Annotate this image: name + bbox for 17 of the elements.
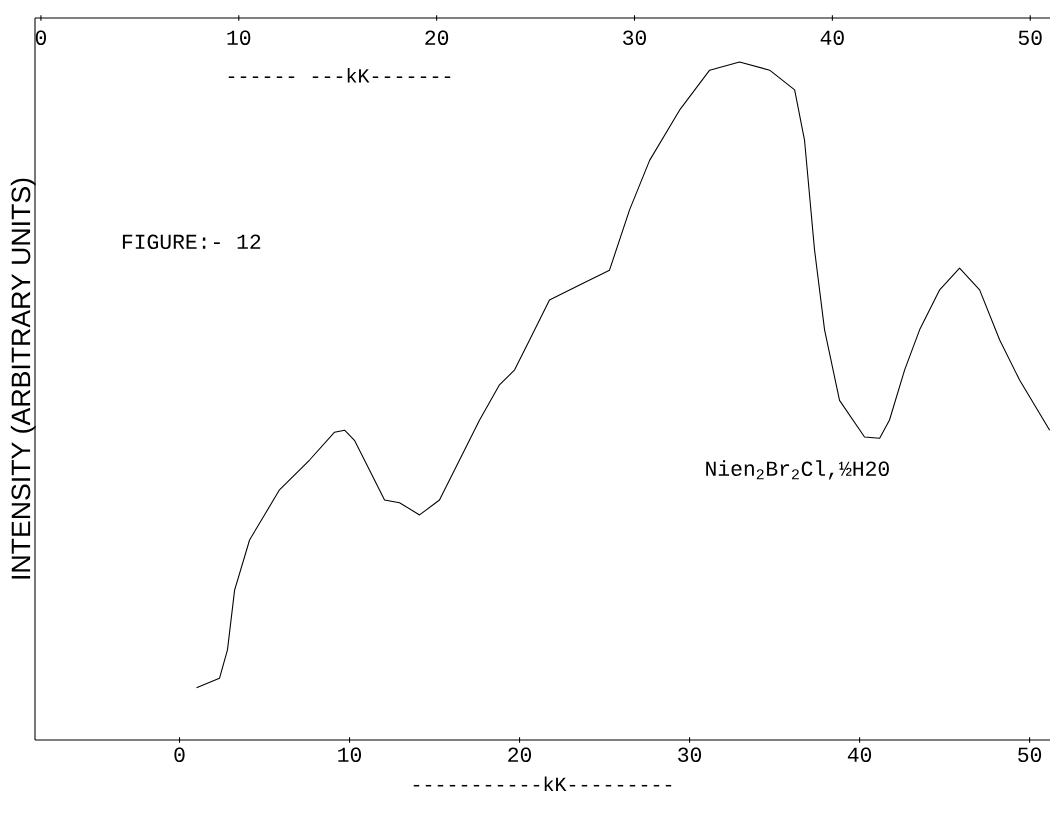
annotation: Nien$_{2}$Br$_{2}$Cl,½H20 (706, 460, 889, 480)
x2-axis-title: ------ ---kK------- (228, 68, 451, 83)
x2-tick-label: 0 (35, 30, 47, 45)
x2-tick-label: 10 (227, 30, 251, 45)
x-tick-label: 0 (174, 747, 185, 763)
x2-tick-label: 40 (820, 30, 844, 45)
annotation: FIGURE:- 12 (122, 234, 261, 250)
x-tick-label: 20 (508, 747, 532, 763)
x-tick-label: 40 (847, 747, 872, 763)
x2-tick-label: 20 (425, 30, 449, 45)
x2-tick-label: 30 (623, 30, 646, 45)
y-axis-title: INTENSITY (ARBITRARY UNITS) (10, 178, 36, 579)
x-tick-label: 30 (678, 747, 702, 763)
x2-tick-label: 50 (1018, 30, 1042, 45)
x-axis-title: -----------kK--------- (413, 776, 672, 792)
x-tick-label: 10 (338, 747, 362, 763)
x-tick-label: 50 (1018, 747, 1042, 763)
